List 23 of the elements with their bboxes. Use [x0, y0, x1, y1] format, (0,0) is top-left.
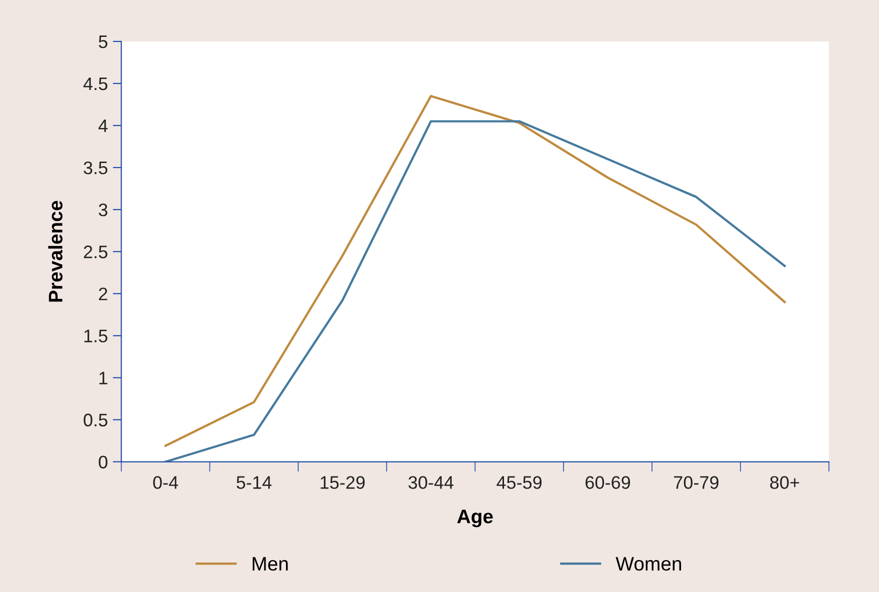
y-tick-label: 4.5	[83, 78, 108, 90]
x-tick-label: 5-14	[236, 476, 272, 489]
y-tick-label: 2.5	[84, 246, 108, 258]
legend-label: Women	[616, 557, 682, 571]
x-tick-label: 70-79	[674, 476, 718, 489]
x-tick-label: 0-4	[153, 476, 178, 489]
y-tick-label: 1.5	[84, 330, 108, 342]
x-tick-label: 30-44	[408, 476, 454, 489]
y-tick-label: 4	[98, 120, 108, 132]
x-tick-label: 15-29	[320, 476, 365, 489]
y-axis-title: Prevalence	[48, 200, 62, 302]
y-tick-label: 0.5	[84, 414, 108, 426]
x-axis-title: Age	[457, 510, 493, 528]
legend-label: Men	[252, 557, 288, 571]
x-tick-label: 60-69	[586, 476, 630, 489]
x-tick-label: 80+	[770, 476, 800, 489]
y-tick-label: 3	[98, 204, 108, 216]
y-tick-label: 0	[98, 456, 108, 468]
y-tick-label: 1	[99, 372, 108, 384]
y-tick-label: 2	[98, 288, 108, 300]
y-tick-label: 5	[98, 36, 108, 48]
x-tick-label: 45-59	[496, 476, 542, 489]
y-tick-label: 3.5	[84, 161, 108, 174]
